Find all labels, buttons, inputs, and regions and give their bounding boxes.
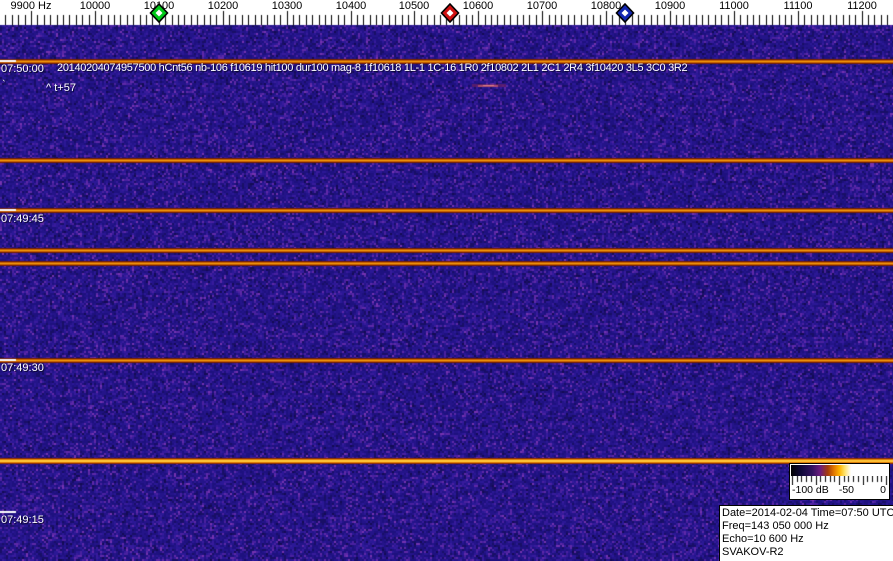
freq-axis-label: 11100	[783, 0, 813, 12]
time-axis-label: 07:49:15	[1, 514, 44, 526]
marker-diamond-blue[interactable]	[615, 2, 635, 24]
freq-axis-label: 10600	[462, 0, 494, 12]
freq-axis-label: 11000	[719, 0, 749, 12]
freq-axis-label: 10900	[654, 0, 686, 12]
time-axis-label: 07:50:00	[1, 63, 44, 75]
db-color-scale-legend: -100 dB -50 0	[789, 463, 890, 500]
time-offset-annotation: ^ t+57	[46, 82, 76, 94]
marker-diamond-red[interactable]	[440, 2, 460, 24]
freq-axis-label: 10000	[79, 0, 111, 12]
freq-axis-label: 10300	[271, 0, 303, 12]
db-scale-ticks	[791, 476, 888, 485]
freq-axis-label: 10200	[207, 0, 239, 12]
time-axis-label: 07:49:45	[1, 213, 44, 225]
freq-axis-label: 10700	[526, 0, 558, 12]
db-scale-labels: -100 dB -50 0	[790, 484, 889, 497]
recording-info-box: Date=2014-02-04 Time=07:50 UTC Freq=143 …	[719, 505, 893, 561]
info-line-station: SVAKOV-R2	[722, 546, 784, 558]
db-gradient-bar	[791, 465, 888, 476]
freq-axis-label: 10500	[398, 0, 430, 12]
event-header-text: 20140204074957500 hCnt56 nb-106 f10619 h…	[57, 62, 688, 74]
cursor-tick-mark: `	[2, 79, 6, 91]
marker-diamond-green[interactable]	[149, 2, 169, 24]
info-line-freq: Freq=143 050 000 Hz	[722, 520, 829, 532]
info-line-date: Date=2014-02-04 Time=07:50 UTC	[722, 507, 893, 519]
freq-axis-label: 10800	[590, 0, 622, 12]
freq-axis-label: 9900 Hz	[10, 0, 52, 12]
freq-axis-label: 11200	[847, 0, 877, 12]
db-scale-label-max: 0	[880, 484, 886, 496]
db-scale-label-mid: -50	[838, 484, 855, 496]
info-line-echo: Echo=10 600 Hz	[722, 533, 804, 545]
freq-axis-label: 10400	[335, 0, 367, 12]
db-scale-label-min: -100 dB	[792, 484, 829, 496]
time-axis-label: 07:49:30	[1, 362, 44, 374]
